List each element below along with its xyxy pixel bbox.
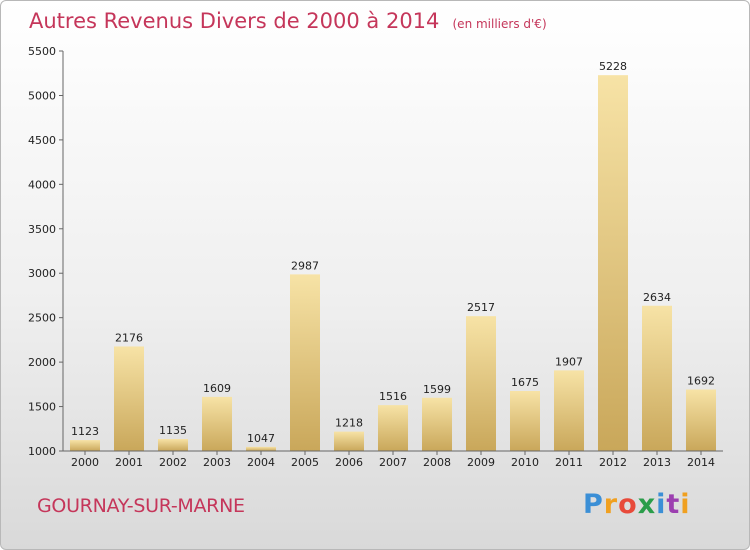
bar-2003 xyxy=(202,396,232,451)
y-tick-label: 3500 xyxy=(28,223,56,236)
x-tick-label: 2013 xyxy=(643,456,671,469)
bar-2005 xyxy=(290,274,320,451)
bar-value-label: 1675 xyxy=(511,376,539,389)
bar-2000 xyxy=(70,440,100,451)
x-tick-label: 2012 xyxy=(599,456,627,469)
bar-value-label: 1516 xyxy=(379,390,407,403)
bar-2001 xyxy=(114,346,144,451)
bar-2004 xyxy=(246,446,276,451)
chart-title: Autres Revenus Divers de 2000 à 2014 xyxy=(29,9,440,33)
bar-value-label: 2517 xyxy=(467,301,495,314)
city-name: GOURNAY-SUR-MARNE xyxy=(37,495,245,517)
bar-2008 xyxy=(422,397,452,451)
x-tick-label: 2000 xyxy=(71,456,99,469)
x-tick-label: 2003 xyxy=(203,456,231,469)
bar-2009 xyxy=(466,316,496,451)
y-tick-label: 3000 xyxy=(28,267,56,280)
bar-value-label: 1047 xyxy=(247,432,275,445)
x-tick-label: 2011 xyxy=(555,456,583,469)
bar-value-label: 1599 xyxy=(423,383,451,396)
bar-value-label: 1135 xyxy=(159,424,187,437)
chart-title-block: Autres Revenus Divers de 2000 à 2014 (en… xyxy=(29,9,547,33)
bar-value-label: 1692 xyxy=(687,374,715,387)
bar-value-label: 2634 xyxy=(643,291,671,304)
bar-value-label: 5228 xyxy=(599,60,627,73)
bar-2014 xyxy=(686,389,716,451)
x-tick-label: 2004 xyxy=(247,456,275,469)
x-tick-label: 2014 xyxy=(687,456,715,469)
y-tick-label: 4000 xyxy=(28,178,56,191)
bar-2013 xyxy=(642,305,672,451)
bar-value-label: 2987 xyxy=(291,259,319,272)
bar-2002 xyxy=(158,439,188,451)
x-tick-label: 2005 xyxy=(291,456,319,469)
bar-2006 xyxy=(334,431,364,451)
y-tick-label: 1500 xyxy=(28,401,56,414)
x-tick-label: 2009 xyxy=(467,456,495,469)
bar-2007 xyxy=(378,405,408,451)
bar-value-label: 1907 xyxy=(555,355,583,368)
chart-subtitle: (en milliers d'€) xyxy=(452,17,547,31)
y-tick-label: 2000 xyxy=(28,356,56,369)
y-tick-label: 1000 xyxy=(28,445,56,458)
bar-2010 xyxy=(510,391,540,451)
bar-value-label: 1609 xyxy=(203,382,231,395)
y-tick-label: 5500 xyxy=(28,45,56,58)
bar-2012 xyxy=(598,75,628,451)
bar-value-label: 1218 xyxy=(335,417,363,430)
bar-2011 xyxy=(554,370,584,451)
proxiti-logo: Proxiti xyxy=(583,489,691,520)
y-tick-label: 5000 xyxy=(28,89,56,102)
axis-layer: 1000 1500 2000 2500 3000 3500 4000 4500 5000 5500… xyxy=(28,45,723,469)
bar-value-label: 2176 xyxy=(115,331,143,344)
x-tick-label: 2007 xyxy=(379,456,407,469)
y-tick-label: 2500 xyxy=(28,312,56,325)
x-tick-label: 2001 xyxy=(115,456,143,469)
x-tick-label: 2008 xyxy=(423,456,451,469)
bars-layer: 1123 2176 1135 1609 1047 2987 1218 1516 1599 2517… xyxy=(70,60,716,451)
bar-value-label: 1123 xyxy=(71,425,99,438)
x-tick-label: 2010 xyxy=(511,456,539,469)
x-tick-label: 2006 xyxy=(335,456,363,469)
y-tick-label: 4500 xyxy=(28,134,56,147)
x-tick-label: 2002 xyxy=(159,456,187,469)
